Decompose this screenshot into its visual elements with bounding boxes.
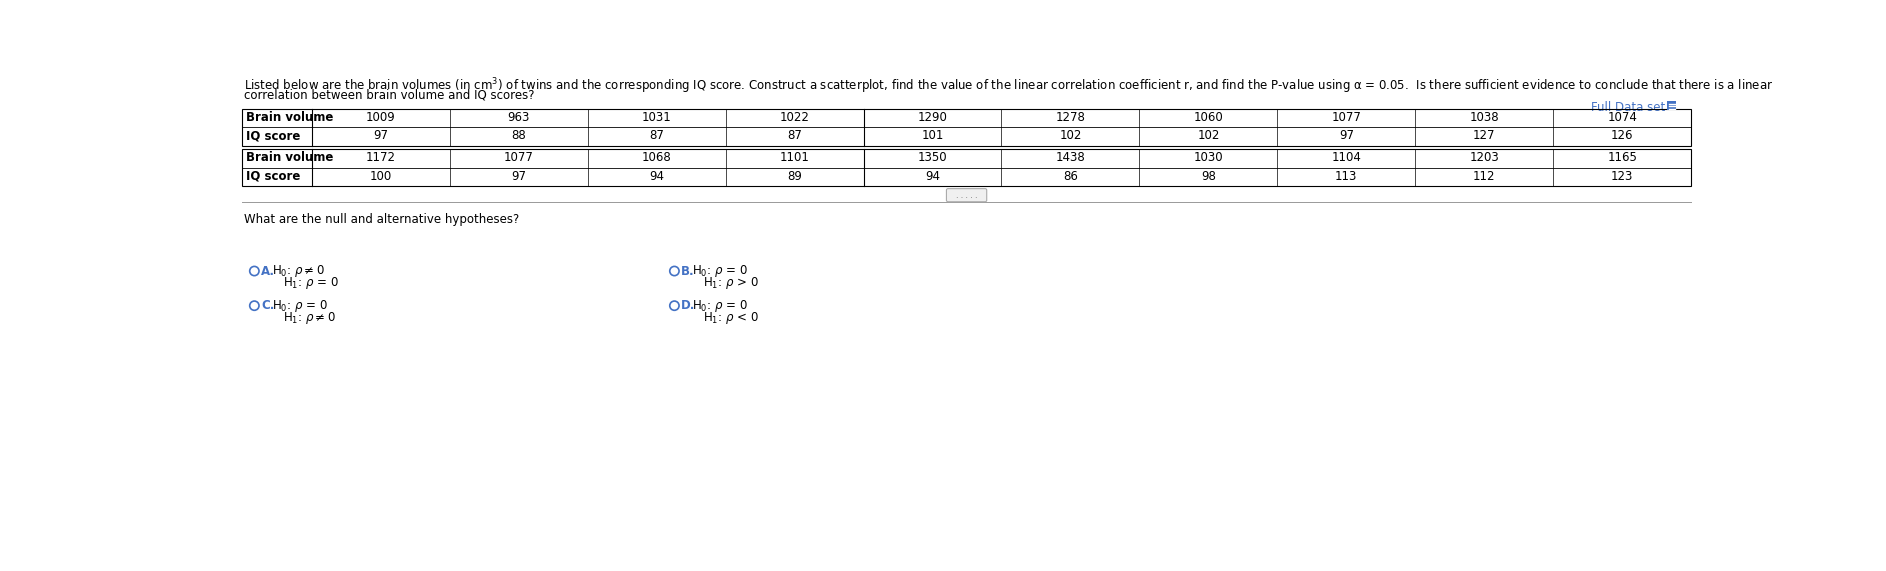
Text: IQ score: IQ score (245, 129, 300, 142)
Text: What are the null and alternative hypotheses?: What are the null and alternative hypoth… (243, 212, 519, 226)
Text: 123: 123 (1611, 170, 1633, 183)
Text: 97: 97 (1339, 129, 1354, 142)
Text: H$_1$: $\rho$ = 0: H$_1$: $\rho$ = 0 (283, 275, 339, 291)
Text: 89: 89 (786, 170, 802, 183)
Text: 1350: 1350 (918, 151, 947, 164)
Text: H$_1$: $\rho$ > 0: H$_1$: $\rho$ > 0 (703, 275, 758, 291)
Text: H$_0$: $\rho$ = 0: H$_0$: $\rho$ = 0 (272, 297, 328, 313)
Text: 1172: 1172 (366, 151, 396, 164)
Text: H$_0$: $\rho$ = 0: H$_0$: $\rho$ = 0 (692, 297, 749, 313)
Text: 87: 87 (786, 129, 802, 142)
Text: 102: 102 (1198, 129, 1220, 142)
Bar (1667, 101, 1677, 110)
Text: H$_0$: $\rho$$\neq$0: H$_0$: $\rho$$\neq$0 (272, 263, 324, 279)
Text: 127: 127 (1473, 129, 1496, 142)
Text: 97: 97 (373, 129, 389, 142)
Text: 1203: 1203 (1469, 151, 1499, 164)
Text: 1101: 1101 (779, 151, 809, 164)
Bar (241, 108, 1692, 146)
Text: 1104: 1104 (1332, 151, 1362, 164)
Text: 102: 102 (1060, 129, 1081, 142)
Text: 101: 101 (920, 129, 943, 142)
Text: 1022: 1022 (779, 111, 809, 123)
Text: 1290: 1290 (917, 111, 947, 123)
Text: 112: 112 (1473, 170, 1496, 183)
Text: D.: D. (681, 299, 696, 312)
Text: 100: 100 (370, 170, 392, 183)
Text: C.: C. (262, 299, 275, 312)
Text: 1077: 1077 (504, 151, 534, 164)
Text: 98: 98 (1201, 170, 1216, 183)
Text: 1074: 1074 (1607, 111, 1637, 123)
Text: . . . . .: . . . . . (956, 191, 977, 200)
Text: 113: 113 (1335, 170, 1358, 183)
Text: 1060: 1060 (1194, 111, 1224, 123)
Text: 97: 97 (511, 170, 526, 183)
Text: Brain volume: Brain volume (245, 111, 334, 123)
Text: 88: 88 (511, 129, 526, 142)
Text: Brain volume: Brain volume (245, 151, 334, 164)
Text: 1278: 1278 (1056, 111, 1084, 123)
Text: Listed below are the brain volumes $\mathregular{(in\ cm^3)}$ of twins and the c: Listed below are the brain volumes $\mat… (243, 76, 1773, 96)
Text: H$_1$: $\rho$ < 0: H$_1$: $\rho$ < 0 (703, 310, 758, 326)
Text: 87: 87 (649, 129, 664, 142)
Text: 963: 963 (507, 111, 530, 123)
Text: A.: A. (262, 264, 275, 278)
Text: 1009: 1009 (366, 111, 396, 123)
Text: IQ score: IQ score (245, 170, 300, 183)
Text: 94: 94 (649, 170, 664, 183)
Text: 1038: 1038 (1469, 111, 1499, 123)
Text: B.: B. (681, 264, 696, 278)
Text: 1031: 1031 (641, 111, 671, 123)
Text: 1068: 1068 (641, 151, 671, 164)
Text: 1077: 1077 (1332, 111, 1362, 123)
Text: 1438: 1438 (1056, 151, 1084, 164)
FancyBboxPatch shape (947, 188, 986, 202)
Bar (241, 150, 1692, 186)
Text: 86: 86 (1064, 170, 1079, 183)
Text: 94: 94 (924, 170, 939, 183)
Text: 1030: 1030 (1194, 151, 1224, 164)
Text: 126: 126 (1611, 129, 1633, 142)
Text: H$_1$: $\rho$$\neq$0: H$_1$: $\rho$$\neq$0 (283, 310, 336, 326)
Text: Full Data set: Full Data set (1592, 101, 1665, 114)
Text: correlation between brain volume and IQ scores?: correlation between brain volume and IQ … (243, 89, 534, 102)
Text: H$_0$: $\rho$ = 0: H$_0$: $\rho$ = 0 (692, 263, 749, 279)
Text: 1165: 1165 (1607, 151, 1637, 164)
